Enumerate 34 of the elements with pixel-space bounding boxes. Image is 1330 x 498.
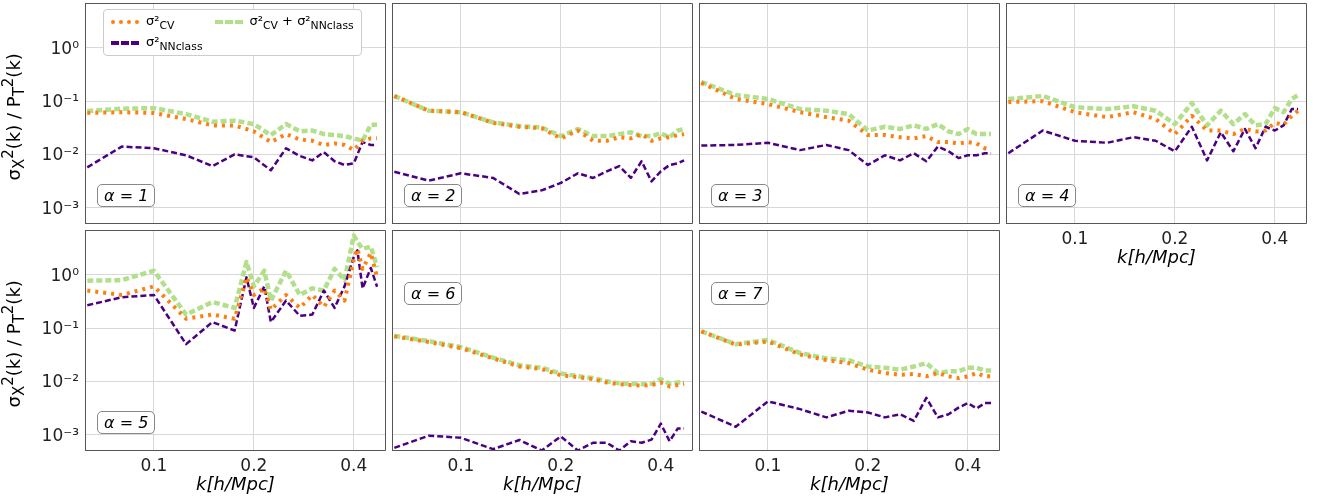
x-axis-title: k[h/Mpc] — [1117, 246, 1196, 267]
y-tick-label: 10⁻³ — [40, 423, 79, 446]
x-axis-title: k[h/Mpc] — [196, 473, 275, 494]
annotation: α = 4 — [1018, 184, 1077, 207]
y-tick-label: 10⁰ — [50, 264, 79, 285]
annotation: α = 5 — [97, 411, 156, 434]
x-tick-label: 0.2 — [546, 454, 576, 476]
x-tick-label: 0.1 — [1060, 227, 1090, 249]
x-tick-label: 0.1 — [139, 454, 169, 476]
x-tick-label: 0.4 — [646, 454, 676, 476]
x-axis-title: k[h/Mpc] — [810, 473, 889, 494]
annotation: α = 7 — [711, 282, 770, 305]
x-tick-label: 0.2 — [853, 454, 883, 476]
x-tick-label: 0.1 — [753, 454, 783, 476]
y-tick-label: 10⁻¹ — [41, 318, 79, 339]
annotation: α = 1 — [97, 184, 156, 207]
x-tick-label: 0.4 — [339, 454, 369, 476]
annotation: α = 6 — [404, 282, 463, 305]
x-axis-title: k[h/Mpc] — [503, 473, 582, 494]
x-tick-label: 0.1 — [446, 454, 476, 476]
y-tick-label: 10⁻² — [41, 144, 79, 165]
legend-label: σ²$_{CV}$ — [146, 13, 175, 32]
y-tick-label: 10⁻² — [41, 371, 79, 392]
annotation: α = 2 — [404, 184, 463, 207]
legend-label: σ²$_{NNclass}$ — [146, 33, 203, 53]
legend-label: σ²$_{CV}$ + σ²$_{NNclass}$ — [249, 13, 354, 32]
x-tick-label: 0.4 — [1260, 227, 1290, 249]
x-tick-label: 0.2 — [1160, 227, 1190, 249]
y-tick-label: 10⁻³ — [40, 196, 79, 219]
y-tick-label: 10⁰ — [50, 37, 79, 58]
y-tick-label: 10⁻¹ — [41, 91, 79, 112]
x-tick-label: 0.4 — [953, 454, 983, 476]
x-tick-label: 0.2 — [239, 454, 269, 476]
annotation: α = 3 — [711, 184, 770, 207]
